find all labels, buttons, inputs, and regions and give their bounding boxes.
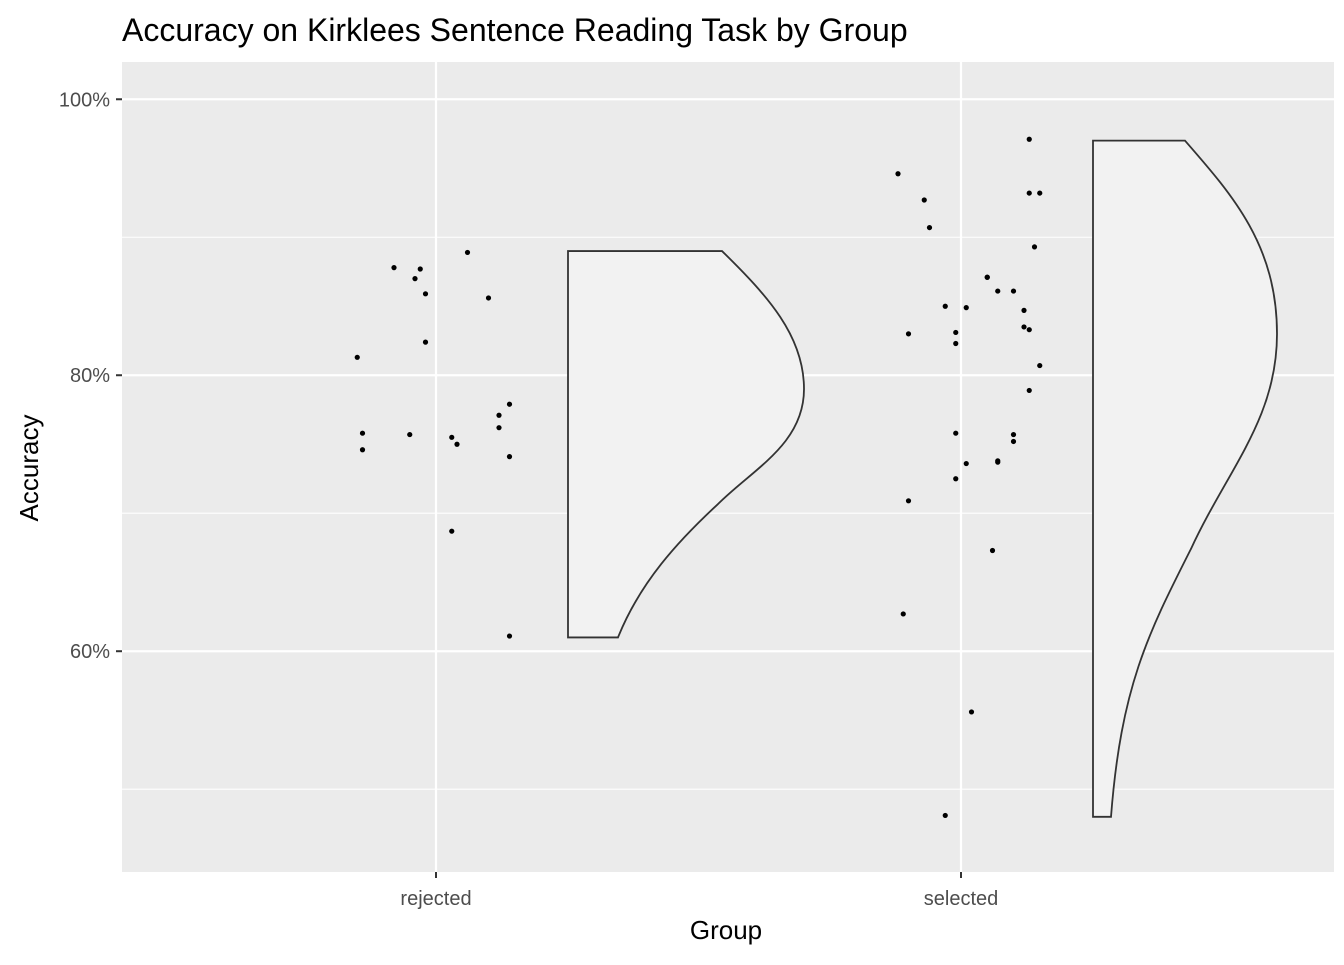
data-point-selected: [1026, 136, 1032, 142]
data-point-selected: [1026, 387, 1032, 394]
x-tick-label-rejected: rejected: [400, 888, 471, 910]
density-cloud-selected: [1092, 139, 1278, 818]
data-point-selected: [1010, 288, 1017, 294]
data-point-selected: [942, 812, 948, 819]
data-point-rejected: [417, 266, 423, 272]
y-tick-label: 60%: [70, 641, 110, 663]
data-point-selected: [1021, 307, 1027, 313]
x-tick-label-selected: selected: [924, 888, 999, 910]
chart-title: Accuracy on Kirklees Sentence Reading Ta…: [122, 12, 908, 48]
data-point-selected: [921, 197, 927, 203]
data-point-rejected: [359, 430, 366, 436]
data-point-rejected: [506, 633, 513, 639]
data-point-selected: [968, 709, 975, 715]
data-point-rejected: [354, 354, 360, 360]
data-point-selected: [963, 305, 969, 311]
data-point-rejected: [496, 425, 502, 431]
data-point-selected: [953, 476, 959, 482]
data-point-selected: [963, 460, 969, 467]
data-point-rejected: [449, 528, 455, 534]
x-axis-title: Group: [690, 915, 762, 945]
data-point-selected: [895, 171, 901, 177]
y-tick-label: 100%: [59, 89, 110, 111]
y-tick-label: 80%: [70, 365, 110, 387]
data-point-rejected: [506, 454, 513, 460]
data-point-selected: [1026, 190, 1032, 196]
data-point-selected: [989, 547, 996, 554]
data-point-selected: [905, 331, 912, 337]
data-point-rejected: [449, 434, 455, 440]
data-point-selected: [953, 340, 959, 347]
data-point-selected: [953, 329, 959, 336]
data-point-selected: [1021, 324, 1027, 330]
points-layer: [354, 136, 1043, 819]
grid-layer: [122, 62, 1334, 872]
data-point-selected: [1031, 244, 1038, 250]
density-cloud-rejected: [567, 250, 805, 639]
data-point-selected: [926, 224, 933, 231]
data-point-rejected: [485, 295, 492, 301]
data-point-rejected: [359, 447, 366, 453]
data-point-selected: [1010, 438, 1017, 445]
data-point-rejected: [454, 441, 460, 447]
data-point-selected: [1037, 190, 1043, 196]
data-point-rejected: [506, 401, 513, 407]
data-point-rejected: [391, 265, 397, 271]
data-point-selected: [995, 459, 1001, 465]
violin-layer: [567, 139, 1278, 818]
data-point-selected: [953, 430, 959, 436]
data-point-selected: [1037, 362, 1043, 369]
data-point-rejected: [422, 339, 429, 345]
data-point-rejected: [496, 412, 502, 418]
data-point-selected: [1026, 327, 1032, 333]
data-point-selected: [1010, 431, 1017, 438]
data-point-selected: [995, 288, 1001, 294]
data-point-selected: [984, 274, 990, 280]
data-point-selected: [900, 611, 906, 617]
data-point-selected: [942, 303, 948, 309]
x-axis-ticks: rejected selected: [400, 872, 998, 910]
data-point-rejected: [412, 276, 418, 282]
data-point-rejected: [422, 291, 429, 297]
data-point-rejected: [407, 431, 413, 438]
y-axis-title: Accuracy: [14, 415, 44, 522]
data-point-rejected: [464, 249, 471, 256]
data-point-selected: [905, 498, 912, 504]
y-axis-ticks: 60% 80% 100%: [59, 89, 122, 663]
